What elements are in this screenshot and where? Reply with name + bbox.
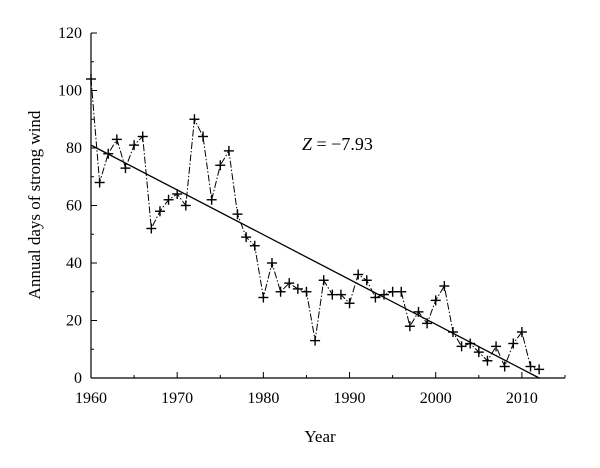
data-point: [430, 295, 441, 306]
data-point: [353, 269, 364, 280]
data-point: [241, 232, 252, 243]
data-point: [154, 206, 165, 217]
data-point: [387, 286, 398, 297]
data-point: [223, 145, 234, 156]
data-point: [396, 286, 407, 297]
x-tick-label: 1980: [247, 390, 279, 407]
data-line: [90, 78, 540, 370]
x-tick-label: 1960: [75, 390, 107, 407]
data-point: [111, 134, 122, 145]
data-point: [310, 335, 321, 346]
data-point: [129, 140, 140, 151]
y-tick-label: 60: [66, 198, 82, 215]
data-point: [361, 275, 372, 286]
data-point: [249, 240, 260, 251]
data-point: [198, 131, 209, 142]
data-point: [232, 209, 243, 220]
x-tick-label: 1990: [334, 390, 366, 407]
data-point: [275, 286, 286, 297]
data-point: [266, 258, 277, 268]
data-point: [491, 341, 502, 352]
data-point: [335, 289, 346, 300]
y-tick-label: 40: [66, 255, 82, 272]
data-point: [137, 131, 148, 142]
data-point: [318, 275, 329, 286]
axes: [90, 33, 565, 379]
data-point: [215, 160, 226, 171]
data-point: [206, 194, 217, 205]
data-point: [525, 361, 536, 372]
x-tick-label: 1970: [161, 390, 193, 407]
data-point: [482, 355, 493, 366]
data-point: [379, 289, 390, 300]
data-point: [86, 74, 96, 84]
axis-ticks: [90, 32, 566, 379]
data-point: [180, 200, 191, 211]
y-tick-label: 120: [58, 25, 82, 42]
data-point: [370, 292, 381, 303]
data-point: [404, 321, 415, 332]
data-point: [499, 361, 510, 372]
data-point: [327, 289, 338, 300]
data-point: [284, 278, 295, 289]
data-point: [456, 341, 467, 352]
y-tick-label: 100: [58, 83, 82, 100]
z-statistic-annotation: Z = −7.93: [302, 134, 373, 154]
data-point: [534, 364, 545, 375]
data-point: [189, 114, 200, 125]
data-point: [516, 327, 527, 337]
x-tick-label: 2010: [506, 390, 538, 407]
data-point: [473, 347, 484, 358]
data-point: [94, 177, 105, 188]
x-axis-label: Year: [304, 427, 336, 446]
plot-series: [86, 74, 545, 379]
data-point: [120, 163, 131, 174]
z-value: = −7.93: [312, 134, 373, 154]
trend-line: [90, 144, 540, 379]
y-axis-label: Annual days of strong wind: [25, 110, 44, 299]
data-point: [172, 189, 183, 199]
data-point: [344, 298, 355, 309]
y-tick-label: 20: [66, 313, 82, 330]
data-point: [292, 283, 303, 294]
tick-labels: 0 20 40 60 80 100 120 1960 1970 1980 1990 2000 2010: [58, 25, 538, 407]
y-tick-label: 80: [66, 140, 82, 157]
y-tick-label: 0: [74, 370, 82, 387]
data-point: [439, 281, 450, 291]
data-point: [258, 292, 269, 303]
data-point: [508, 338, 519, 349]
x-tick-label: 2000: [420, 390, 452, 407]
z-symbol: Z: [302, 134, 313, 154]
data-point: [146, 223, 157, 234]
data-point: [301, 286, 312, 297]
data-point: [163, 194, 174, 205]
